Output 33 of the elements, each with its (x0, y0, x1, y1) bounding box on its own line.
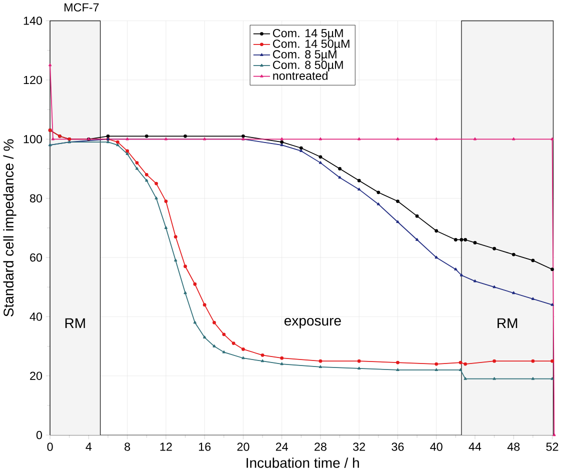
x-tick-label: 12 (160, 442, 172, 451)
y-tick-label: 100 (24, 134, 42, 144)
band-label: RM (498, 318, 518, 328)
x-tick-label: 52 (546, 442, 558, 451)
y-tick-label: 0 (36, 430, 42, 440)
x-tick-label: 28 (314, 442, 326, 451)
legend-label: Com. 8 5µM (273, 50, 336, 61)
x-axis-title: Incubation time / h (246, 458, 359, 468)
legend-label: Com. 14 50µM (273, 40, 350, 50)
x-tick-label: 20 (237, 442, 250, 451)
x-tick-label: 24 (276, 442, 288, 451)
x-tick-label: 16 (198, 442, 211, 451)
x-tick-label: 36 (392, 442, 404, 451)
x-tick-label: 48 (507, 442, 520, 451)
x-tick-label: 40 (430, 442, 442, 451)
x-tick-label: 8 (124, 442, 130, 451)
y-tick-label: 120 (24, 76, 42, 84)
y-tick-label: 80 (30, 194, 42, 202)
y-tick-label: 140 (24, 16, 42, 25)
legend-label: Com. 14 5µM (273, 28, 343, 40)
band-label: RM (65, 318, 85, 328)
y-tick-label: 40 (30, 312, 42, 321)
y-tick-label: 60 (30, 253, 42, 262)
y-axis-title: Standard cell impedance / % (3, 139, 16, 316)
legend-label: Com. 8 50µM (273, 60, 343, 72)
x-tick-label: 32 (353, 442, 366, 451)
annotation: exposure (284, 318, 341, 328)
x-tick-label: 44 (468, 442, 482, 451)
x-tick-label: 4 (86, 442, 92, 451)
legend-label: nontreated (273, 71, 328, 80)
x-tick-label: 0 (47, 442, 53, 451)
y-tick-label: 20 (30, 372, 42, 380)
chart-title: MCF-7 (64, 3, 99, 12)
